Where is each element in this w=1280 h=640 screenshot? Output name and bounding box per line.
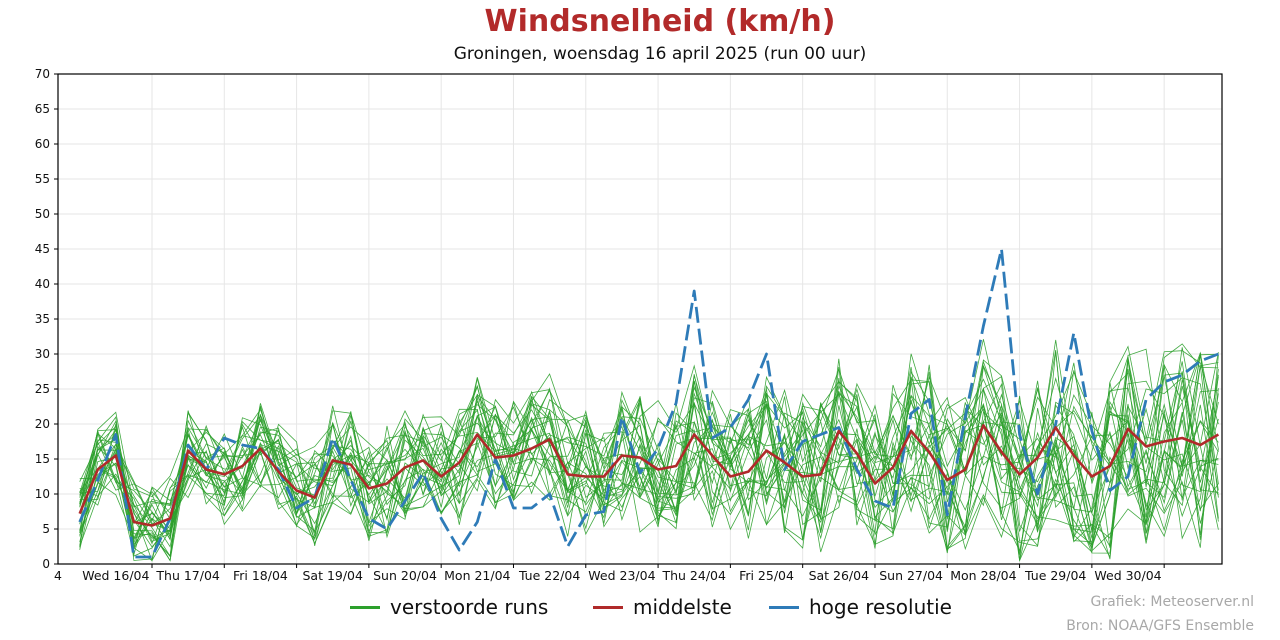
y-tick-label: 5 [42, 522, 50, 536]
legend-swatch-ensemble [350, 605, 380, 609]
y-tick-label: 65 [35, 102, 50, 116]
chart-subtitle: Groningen, woensdag 16 april 2025 (run 0… [453, 44, 867, 64]
y-tick-label: 45 [35, 242, 50, 256]
y-tick-label: 25 [35, 382, 50, 396]
y-tick-label: 70 [35, 67, 50, 81]
x-tick-label: Sat 19/04 [302, 568, 363, 583]
x-tick-label: Thu 24/04 [661, 568, 726, 583]
legend-label-hires: hoge resolutie [809, 595, 952, 619]
y-tick-label: 0 [42, 557, 50, 571]
ensemble-member-line [79, 343, 1219, 559]
y-tick-label: 40 [35, 277, 50, 291]
y-tick-label: 60 [35, 137, 50, 151]
legend-item-hires: hoge resolutie [769, 594, 952, 620]
y-tick-label: 15 [35, 452, 50, 466]
ensemble-member-line [79, 380, 1219, 549]
legend-item-ensemble: verstoorde runs [350, 594, 548, 620]
credit-source: Bron: NOAA/GFS Ensemble [1066, 618, 1254, 634]
x-tick-label: Wed 23/04 [588, 568, 655, 583]
x-tick-label: Thu 17/04 [155, 568, 220, 583]
y-tick-label: 35 [35, 312, 50, 326]
chart-title: Windsnelheid (km/h) [484, 4, 836, 39]
legend-swatch-mean [593, 605, 623, 609]
mean-series-line [78, 424, 1220, 527]
ensemble-member-line [79, 359, 1219, 547]
ensemble-member-line [79, 376, 1219, 555]
x-tick-label: Wed 16/04 [82, 568, 149, 583]
x-tick-label: Mon 28/04 [950, 568, 1016, 583]
x-tick-label: Fri 18/04 [233, 568, 288, 583]
ensemble-member-line [79, 352, 1219, 562]
x-tick-label: Sun 27/04 [879, 568, 943, 583]
x-tick-label: Tue 29/04 [1024, 568, 1086, 583]
ensemble-member-line [79, 348, 1219, 558]
legend-swatch-hires [769, 605, 799, 609]
legend-label-mean: middelste [633, 595, 732, 619]
y-tick-label: 10 [35, 487, 50, 501]
ensemble-member-line [79, 370, 1219, 548]
legend-item-mean: middelste [593, 594, 732, 620]
plot-frame [57, 73, 1223, 565]
x-tick-label: Fri 25/04 [739, 568, 794, 583]
x-tick-label: Mon 21/04 [444, 568, 510, 583]
x-tick-label: Sat 26/04 [809, 568, 870, 583]
y-tick-label: 20 [35, 417, 50, 431]
y-tick-label: 30 [35, 347, 50, 361]
x-tick-label: Sun 20/04 [373, 568, 437, 583]
x-tick-label: Wed 30/04 [1094, 568, 1161, 583]
y-tick-label: 50 [35, 207, 50, 221]
ensemble-member-line [79, 352, 1219, 543]
credit-graph: Grafiek: Meteoserver.nl [1090, 594, 1255, 610]
x-tick-label-start: 4 [54, 568, 62, 583]
x-tick-label: Tue 22/04 [518, 568, 580, 583]
legend-label-ensemble: verstoorde runs [390, 595, 549, 619]
ensemble-member-line [79, 371, 1219, 557]
y-tick-label: 55 [35, 172, 50, 186]
